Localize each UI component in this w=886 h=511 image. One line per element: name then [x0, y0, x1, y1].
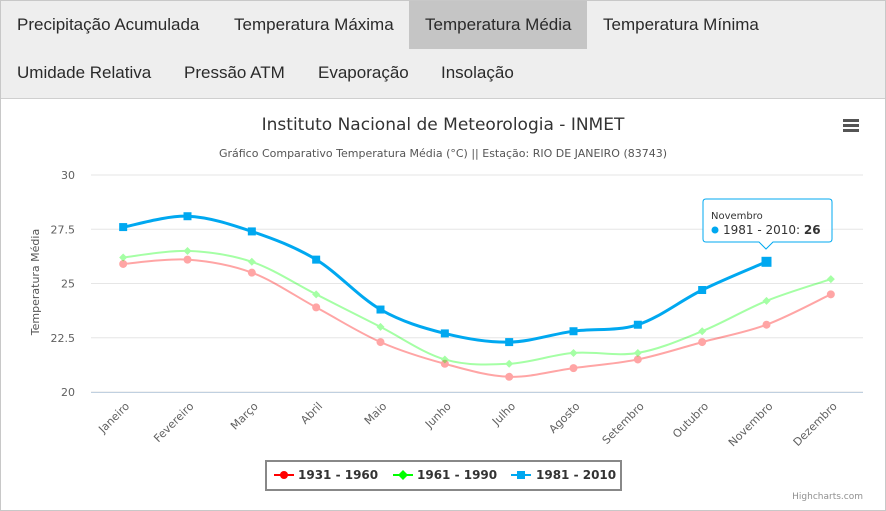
data-point[interactable] [762, 296, 771, 305]
x-tick-label: Maio [362, 400, 390, 428]
tooltip: Novembro 1981 - 2010: 26 [702, 198, 833, 250]
chart-title: Instituto Nacional de Meteorologia - INM… [262, 115, 625, 135]
data-point[interactable] [505, 338, 514, 347]
data-point[interactable] [183, 212, 192, 221]
x-tick-label: Outubro [670, 400, 711, 441]
data-point[interactable] [312, 303, 321, 312]
data-point[interactable] [569, 364, 578, 373]
x-axis-ticks: Janeiro Fevereiro Março Abril Maio Junho Julho… [95, 400, 839, 450]
data-point[interactable] [698, 338, 707, 347]
tab-insolacao[interactable]: Insolação [441, 63, 514, 82]
legend: 1931 - 1960 1961 - 1990 1981 - 2010 [265, 460, 622, 491]
data-point[interactable] [247, 257, 256, 266]
chart-subtitle: Gráfico Comparativo Temperatura Média (°… [219, 147, 667, 160]
legend-marker-square [517, 471, 525, 479]
data-point[interactable] [698, 286, 707, 295]
data-point[interactable] [247, 268, 256, 277]
data-point[interactable] [376, 322, 385, 331]
x-tick-label: Janeiro [95, 400, 132, 437]
tab-temperatura-maxima[interactable]: Temperatura Máxima [234, 15, 394, 34]
data-point[interactable] [826, 275, 835, 284]
data-point[interactable] [762, 320, 771, 329]
series-1981-2010 [119, 212, 772, 347]
legend-box [265, 460, 622, 491]
series-layer [119, 212, 835, 381]
tooltip-category: Novembro [711, 211, 763, 222]
series-line [123, 258, 832, 378]
tab-umidade-relativa[interactable]: Umidade Relativa [17, 63, 152, 82]
legend-marker-circle [280, 471, 288, 479]
tooltip-line: 1981 - 2010: 26 [723, 223, 821, 237]
y-tick-label: 22.5 [51, 332, 76, 345]
data-point[interactable] [698, 327, 707, 336]
tab-precipitacao[interactable]: Precipitação Acumulada [17, 15, 200, 34]
data-point[interactable] [569, 327, 578, 336]
data-point[interactable] [376, 338, 385, 347]
data-point[interactable] [633, 320, 642, 329]
data-point[interactable] [312, 290, 321, 299]
legend-item-1931-1960[interactable]: 1931 - 1960 [274, 468, 378, 482]
series-1961-1990 [119, 246, 835, 368]
data-point[interactable] [247, 227, 256, 236]
tab-evaporacao[interactable]: Evaporação [318, 63, 409, 82]
tooltip-box [702, 198, 833, 250]
legend-item-1961-1990[interactable]: 1961 - 1990 [393, 468, 497, 482]
y-axis-label: Temperatura Média [29, 229, 42, 336]
hamburger-menu-icon[interactable] [843, 119, 859, 133]
grid [91, 174, 863, 393]
data-point[interactable] [633, 355, 642, 364]
data-point[interactable] [826, 290, 835, 299]
legend-item-1981-2010[interactable]: 1981 - 2010 [511, 468, 616, 482]
x-tick-label: Julho [489, 400, 518, 429]
y-tick-label: 25 [61, 278, 75, 291]
legend-label: 1961 - 1990 [417, 468, 497, 482]
chart-container: 20 22.5 25 27.5 30 Janeiro Fevereiro Março Abri… [1, 99, 885, 510]
data-point[interactable] [119, 253, 128, 262]
x-tick-label: Fevereiro [151, 400, 196, 445]
tooltip-series: 1981 - 2010 [723, 223, 796, 237]
data-point[interactable] [119, 223, 128, 232]
data-point[interactable] [376, 305, 385, 314]
legend-label: 1931 - 1960 [298, 468, 378, 482]
series-line [122, 214, 768, 344]
x-tick-label: Março [228, 400, 261, 433]
data-point[interactable] [440, 359, 449, 368]
tab-temperatura-minima[interactable]: Temperatura Mínima [603, 15, 759, 34]
data-point[interactable] [440, 355, 449, 364]
y-tick-label: 27.5 [51, 223, 76, 236]
series-line [123, 249, 832, 366]
series-1931-1960 [119, 255, 835, 381]
tooltip-series-dot [711, 226, 719, 234]
data-point[interactable] [569, 348, 578, 357]
x-tick-label: Dezembro [791, 400, 840, 449]
data-point[interactable] [312, 255, 321, 264]
data-point[interactable] [183, 246, 192, 255]
data-point[interactable] [440, 329, 449, 338]
x-tick-label: Abril [298, 400, 325, 427]
x-tick-label: Setembro [600, 400, 647, 447]
tooltip-value: 26 [804, 223, 821, 237]
credits-link[interactable]: Highcharts.com [792, 492, 863, 502]
data-point[interactable] [761, 256, 772, 267]
legend-label: 1981 - 2010 [536, 468, 616, 482]
y-axis-ticks: 20 22.5 25 27.5 30 [51, 169, 76, 399]
legend-marker-diamond [398, 470, 408, 480]
tab-temperatura-media[interactable]: Temperatura Média [409, 1, 587, 49]
x-tick-label: Junho [422, 400, 454, 432]
data-point[interactable] [633, 348, 642, 357]
data-point[interactable] [183, 255, 192, 264]
x-tick-label: Novembro [726, 400, 776, 450]
line-chart: 20 22.5 25 27.5 30 Janeiro Fevereiro Março Abri… [29, 115, 863, 502]
data-point[interactable] [505, 359, 514, 368]
data-point[interactable] [119, 259, 128, 268]
tab-pressao-atm[interactable]: Pressão ATM [184, 63, 285, 82]
y-tick-label: 20 [61, 386, 75, 399]
y-tick-label: 30 [61, 169, 75, 182]
tab-bar: Precipitação Acumulada Temperatura Máxim… [1, 1, 885, 99]
x-tick-label: Agosto [546, 400, 582, 436]
data-point[interactable] [505, 372, 514, 381]
